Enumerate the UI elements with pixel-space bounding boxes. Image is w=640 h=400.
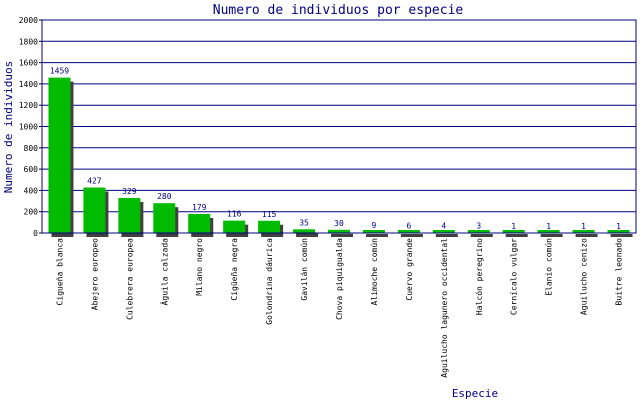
data-label: 4 — [441, 222, 446, 231]
bar — [48, 77, 71, 233]
bar-shadow — [610, 234, 633, 237]
bar — [607, 230, 630, 233]
y-tick-label: 1800 — [19, 37, 38, 46]
bar-shadow — [435, 234, 458, 237]
bar — [537, 230, 560, 233]
data-label: 1 — [546, 222, 551, 231]
category-label: Águila calzada — [158, 238, 169, 306]
data-label: 1 — [511, 222, 516, 231]
bars: 1459 427 329 280 179 116 115 35 30 9 6 4 3 1 1 1 1 — [48, 67, 633, 237]
bar — [432, 230, 455, 233]
y-tick-label: 1000 — [19, 123, 38, 132]
bar-shadow — [365, 234, 388, 237]
bar-shadow — [540, 234, 563, 237]
data-label: 9 — [372, 221, 377, 230]
bar — [362, 230, 385, 233]
category-label: Cuervo grande — [405, 238, 414, 301]
bar — [188, 213, 211, 233]
category-label: Halcón peregrino — [474, 238, 484, 315]
category-label: Buitre leonado — [615, 238, 624, 306]
bar — [223, 220, 246, 233]
data-label: 35 — [299, 218, 309, 227]
data-label: 1 — [616, 222, 621, 231]
bar-shadow — [505, 234, 528, 237]
data-label: 1459 — [50, 67, 69, 76]
category-label: Cernícalo vulgar — [510, 238, 519, 315]
category-label: Abejero europeo — [90, 238, 99, 310]
data-label: 115 — [262, 210, 277, 219]
plot-frame — [41, 19, 637, 234]
bar — [328, 229, 350, 233]
bar — [397, 230, 420, 233]
category-label: Culebrera europea — [125, 238, 134, 320]
data-label: 329 — [122, 187, 137, 196]
bar — [258, 220, 281, 233]
data-label: 1 — [581, 222, 586, 231]
category-label: Golondrina dáurica — [265, 238, 274, 325]
y-tick-label: 1200 — [19, 101, 38, 110]
y-tick-label: 1400 — [19, 80, 38, 89]
category-label: Elanio común — [545, 238, 554, 296]
chart-title: Numero de individuos por especie — [213, 3, 464, 18]
bar-shadow — [400, 234, 423, 237]
category-label: Gavilán común — [300, 238, 309, 301]
data-label: 30 — [334, 219, 344, 228]
axes: 0 200 400 600 800 1000 1200 1400 1600 1800 2000 Cig… — [19, 16, 637, 378]
bar — [153, 203, 176, 233]
y-tick-label: 2000 — [19, 16, 38, 25]
category-label: Cigüeña negra — [230, 238, 239, 301]
bar-shadow — [296, 233, 319, 237]
bar — [293, 229, 316, 233]
data-label: 427 — [87, 177, 102, 186]
category-label: Milano negro — [195, 238, 204, 296]
bar — [118, 197, 141, 233]
bar — [467, 230, 490, 233]
bar — [572, 230, 595, 233]
y-tick-label: 0 — [33, 229, 38, 238]
x-axis-title: Especie — [452, 387, 498, 400]
y-tick-label: 600 — [24, 165, 39, 174]
bar — [83, 187, 106, 233]
bar-shadow — [331, 233, 353, 237]
data-label: 3 — [476, 222, 481, 231]
data-label: 116 — [227, 210, 242, 219]
bar-shadow — [470, 234, 493, 237]
data-label: 179 — [192, 203, 207, 212]
bar-shadow — [575, 234, 598, 237]
y-tick-label: 1600 — [19, 59, 38, 68]
category-label: Aguilucho lagunero occidental — [440, 238, 449, 378]
category-label: Cigueña blanca — [55, 238, 64, 306]
data-label: 6 — [406, 221, 411, 230]
y-tick-label: 200 — [24, 208, 39, 217]
y-axis-title: Numero de individuos — [2, 61, 15, 193]
y-tick-label: 400 — [24, 186, 39, 195]
category-label: Alimoche común — [370, 238, 379, 306]
data-label: 280 — [157, 192, 172, 201]
category-label: Aguilucho cenizo — [580, 238, 589, 315]
category-label: Chova piquigualda — [335, 238, 344, 320]
y-tick-label: 800 — [24, 144, 39, 153]
bar — [502, 230, 525, 233]
